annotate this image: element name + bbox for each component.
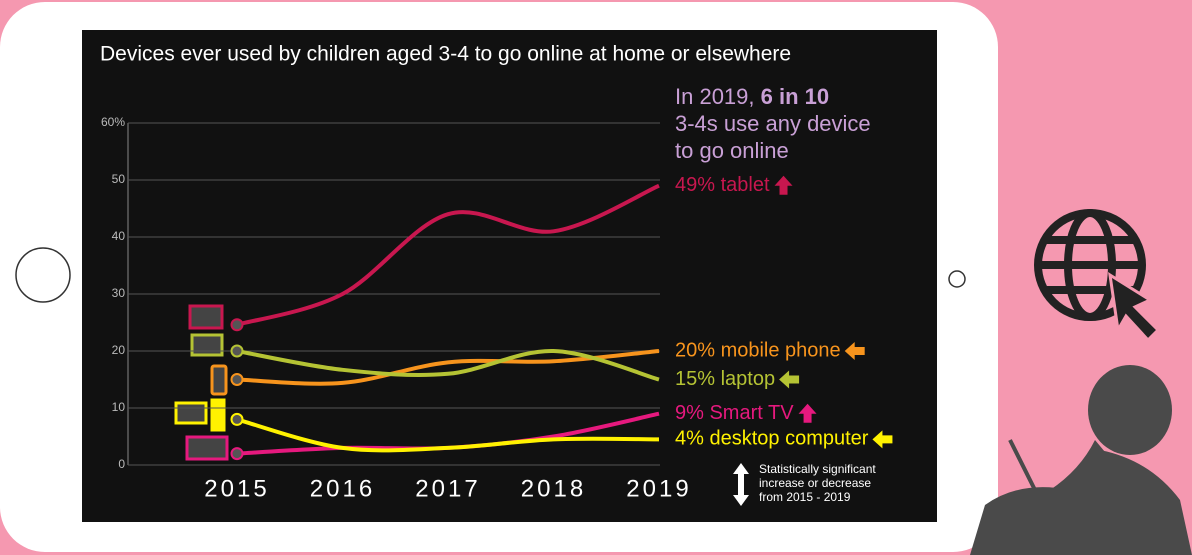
- note: increase or decrease: [759, 476, 871, 490]
- annotation-line: to go online: [675, 138, 789, 163]
- globe-icon: [1034, 209, 1146, 321]
- series-line: [236, 183, 660, 327]
- y-tick-label: 20: [112, 343, 126, 357]
- series-label: 9% Smart TV: [675, 402, 794, 424]
- y-tick-label: 10: [112, 400, 126, 414]
- trend-arrow: [872, 430, 893, 449]
- y-tick-label: 0: [118, 457, 125, 471]
- start-dot: [230, 373, 244, 386]
- annotation-highlight: 6 in 10: [761, 84, 829, 109]
- annotation-prefix: In 2019,: [675, 84, 755, 109]
- series-label: 49% tablet: [675, 174, 770, 196]
- x-tick-label: 2015: [204, 475, 269, 502]
- start-dot: [230, 344, 244, 358]
- chart-title: Devices ever used by children aged 3-4 t…: [100, 43, 791, 66]
- trend-arrow: [844, 342, 865, 360]
- series-line: [236, 348, 660, 382]
- device-icons: [174, 304, 229, 461]
- home-button: [15, 247, 71, 303]
- y-tick-label: 50: [112, 172, 126, 186]
- annotation: In 2019, 6 in 10: [675, 84, 829, 109]
- start-dot: [230, 412, 244, 426]
- x-tick-label: 2017: [415, 475, 480, 502]
- trend-arrow: [774, 175, 793, 195]
- annotation-line: 3-4s use any device: [675, 111, 871, 136]
- trend-arrow: [779, 370, 800, 389]
- series-label: 20% mobile phone: [675, 339, 841, 361]
- cursor-icon: [1108, 272, 1161, 343]
- series-line: [236, 417, 660, 453]
- note: Statistically significant: [759, 462, 876, 476]
- start-dot: [230, 447, 244, 461]
- start-dot: [230, 318, 244, 332]
- y-tick-label: 40: [112, 229, 126, 243]
- y-tick-label: 30: [112, 286, 126, 300]
- series-label: 4% desktop computer: [675, 428, 869, 450]
- x-tick-label: 2016: [310, 475, 375, 502]
- x-tick-label: 2018: [521, 475, 586, 502]
- x-tick-label: 2019: [626, 475, 691, 502]
- child-silhouette: [970, 365, 1192, 555]
- trend-arrow: [798, 403, 817, 423]
- note: from 2015 - 2019: [759, 490, 851, 504]
- y-tick-label: 60%: [101, 115, 125, 129]
- note-arrow: [733, 463, 749, 506]
- series-label: 15% laptop: [675, 368, 775, 390]
- camera: [948, 270, 966, 288]
